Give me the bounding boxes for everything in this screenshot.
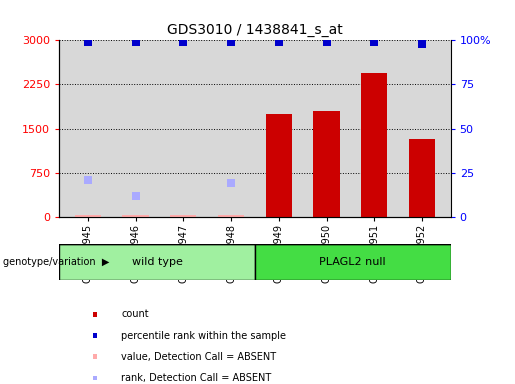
Bar [266, 114, 292, 217]
Bar [170, 215, 196, 217]
Text: percentile rank within the sample: percentile rank within the sample [121, 331, 286, 341]
Bar [314, 111, 340, 217]
Point [84, 177, 92, 184]
Point [322, 39, 331, 45]
Text: genotype/variation  ▶: genotype/variation ▶ [3, 257, 109, 267]
Point [370, 39, 379, 45]
Point [131, 193, 140, 199]
Title: GDS3010 / 1438841_s_at: GDS3010 / 1438841_s_at [167, 23, 343, 36]
Point [274, 39, 283, 45]
Text: rank, Detection Call = ABSENT: rank, Detection Call = ABSENT [121, 373, 271, 383]
Point [418, 41, 426, 47]
Point [131, 39, 140, 45]
Bar [255, 244, 451, 280]
Point [227, 39, 235, 45]
Point [179, 39, 187, 45]
Bar [59, 244, 255, 280]
Bar [361, 73, 387, 217]
Point [227, 180, 235, 186]
Point [84, 39, 92, 45]
Bar [409, 139, 435, 217]
Text: PLAGL2 null: PLAGL2 null [319, 257, 386, 267]
Text: value, Detection Call = ABSENT: value, Detection Call = ABSENT [121, 352, 276, 362]
Bar [218, 215, 244, 217]
Text: count: count [121, 310, 149, 319]
Bar [75, 215, 101, 217]
Text: wild type: wild type [132, 257, 182, 267]
Bar [123, 215, 149, 217]
